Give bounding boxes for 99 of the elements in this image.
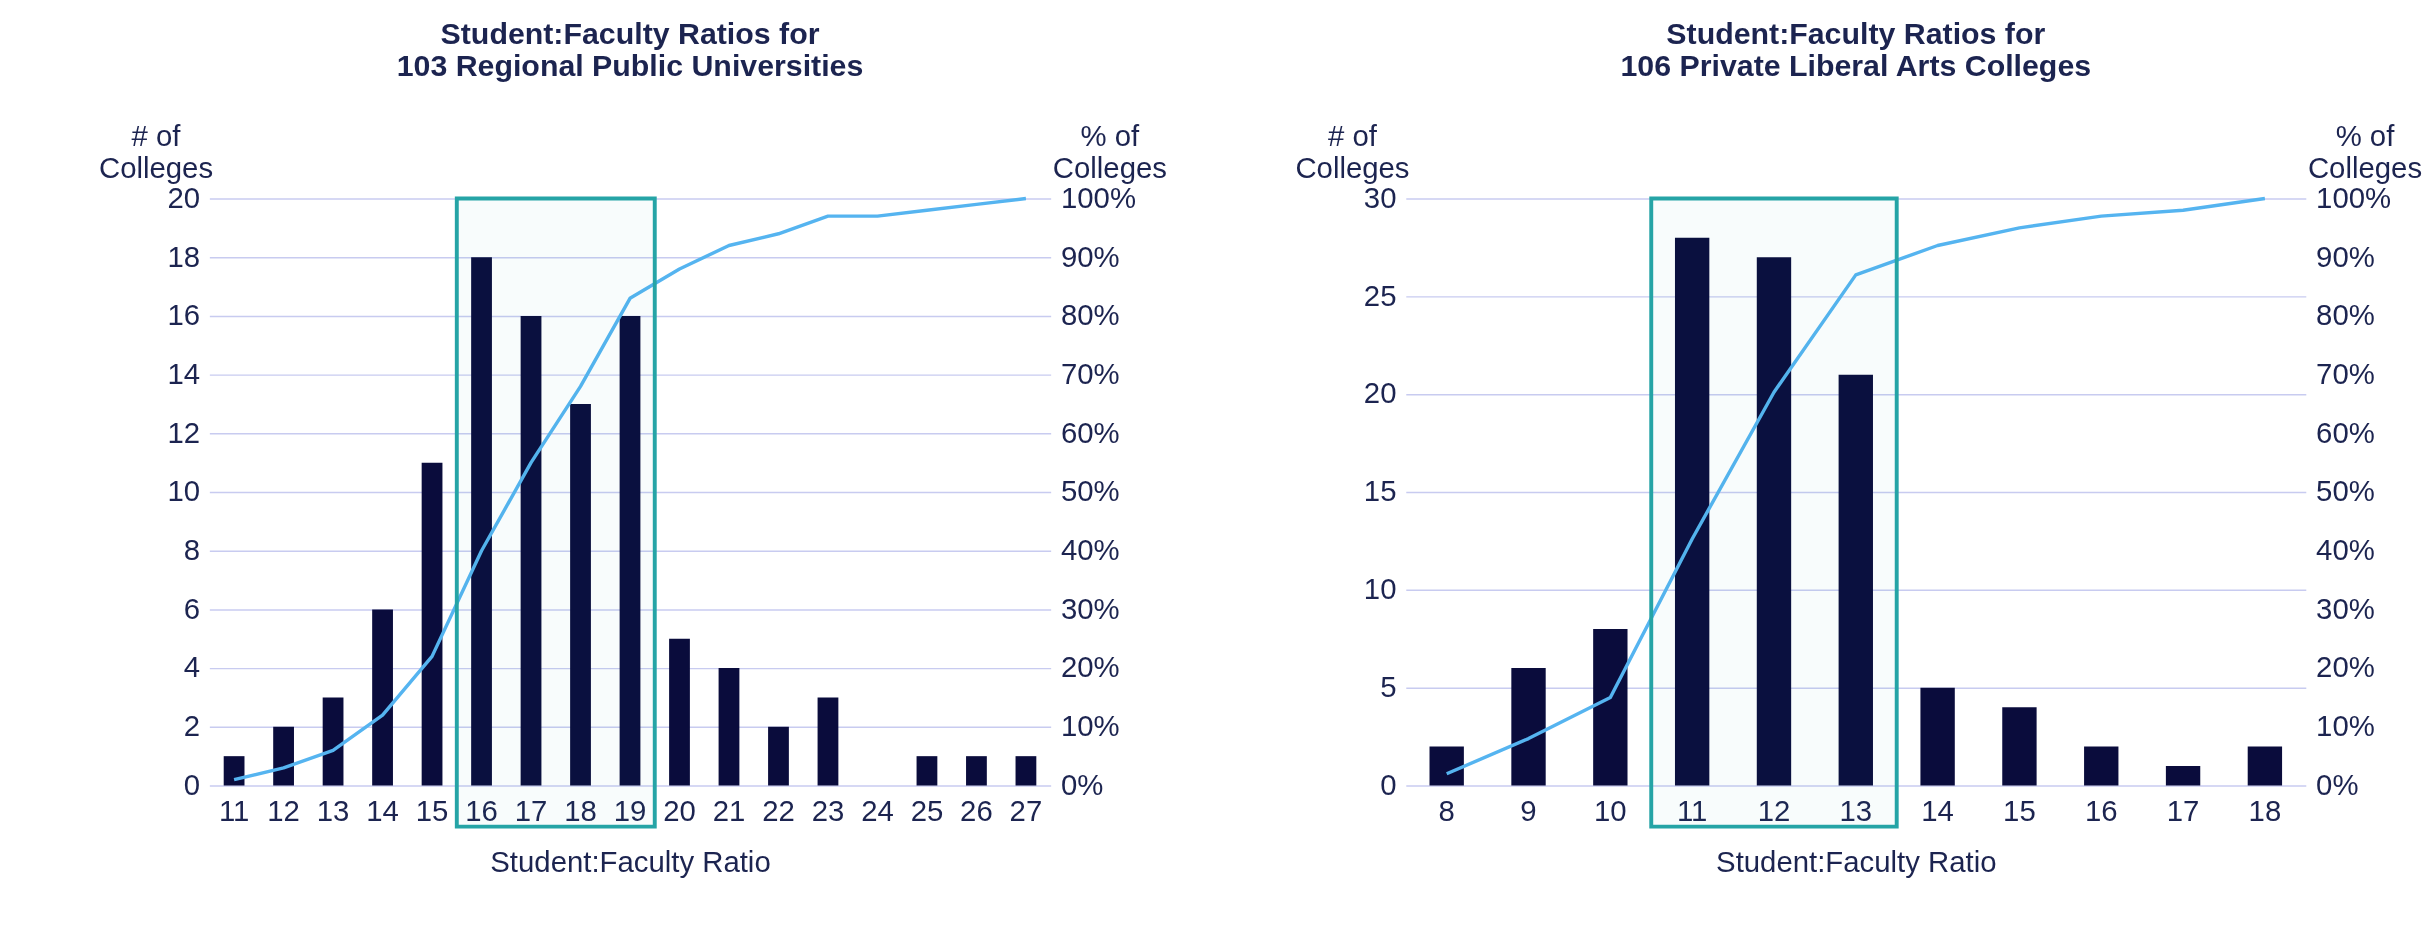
y2-tick-label: 20% bbox=[1060, 650, 1120, 684]
y2-tick-label: 20% bbox=[2316, 650, 2375, 684]
bar bbox=[1429, 746, 1464, 786]
y2-tick-label: 10% bbox=[2316, 709, 2375, 743]
bar bbox=[966, 756, 987, 786]
y-tick-label: 15 bbox=[1363, 474, 1397, 508]
bar bbox=[322, 697, 344, 786]
bar bbox=[619, 315, 641, 786]
y2-tick-label: 70% bbox=[1060, 356, 1120, 390]
y2-tick-label: 90% bbox=[1060, 239, 1120, 273]
x-tick-label: 8 bbox=[1438, 794, 1455, 828]
line-series bbox=[1444, 196, 2267, 776]
y2-tick-label: 40% bbox=[2316, 533, 2375, 567]
bar bbox=[669, 638, 690, 786]
y-tick-label: 6 bbox=[183, 591, 201, 625]
x-tick-label: 17 bbox=[2166, 794, 2200, 828]
x-tick-label: 21 bbox=[712, 794, 746, 828]
y2-tick-label: 90% bbox=[2316, 239, 2375, 273]
y-tick-label: 10 bbox=[1363, 572, 1397, 606]
x-axis-title: Student:Faculty Ratio bbox=[1716, 845, 1997, 879]
y2-tick-label: 70% bbox=[2316, 356, 2375, 390]
x-tick-label: 15 bbox=[2003, 794, 2036, 828]
y-tick-label: 18 bbox=[167, 239, 201, 273]
y2-tick-label: 80% bbox=[2316, 298, 2375, 332]
bar bbox=[372, 609, 393, 786]
x-tick-label: 12 bbox=[267, 794, 300, 828]
y-tick-label: 2 bbox=[183, 709, 201, 743]
x-tick-label: 13 bbox=[1839, 794, 1873, 828]
bar bbox=[2084, 746, 2119, 786]
chart-title: Student:Faculty Ratios for 106 Private Liberal Arts Colleges bbox=[1620, 16, 2092, 83]
y2-tick-label: 50% bbox=[1060, 474, 1120, 508]
y-tick-label: 0 bbox=[183, 767, 201, 801]
x-tick-label: 27 bbox=[1009, 794, 1043, 828]
bar bbox=[520, 315, 542, 786]
x-tick-label: 26 bbox=[960, 794, 993, 828]
x-tick-label: 24 bbox=[861, 794, 894, 828]
y-tick-label: 4 bbox=[183, 650, 201, 684]
x-tick-label: 11 bbox=[1676, 794, 1708, 828]
bar bbox=[817, 697, 839, 786]
chart-title: Student:Faculty Ratios for 103 Regional Public Universities bbox=[396, 16, 864, 83]
y-tick-label: 25 bbox=[1363, 278, 1397, 312]
y-tick-label: 8 bbox=[183, 533, 201, 567]
y2-tick-label: 30% bbox=[2316, 591, 2375, 625]
x-tick-label: 14 bbox=[1921, 794, 1954, 828]
y2-tick-label: 50% bbox=[2316, 474, 2375, 508]
bar bbox=[1674, 237, 1710, 786]
x-tick-label: 16 bbox=[465, 794, 498, 828]
line-series bbox=[232, 196, 1028, 782]
x-tick-label: 10 bbox=[1594, 794, 1627, 828]
y-tick-label: 16 bbox=[167, 298, 201, 332]
x-tick-label: 18 bbox=[2248, 794, 2282, 828]
y2-axis-title: % of Colleges bbox=[1052, 119, 1167, 184]
bar bbox=[223, 756, 245, 786]
y-tick-label: 5 bbox=[1380, 669, 1397, 703]
bar bbox=[1838, 374, 1873, 786]
bar bbox=[1015, 756, 1037, 786]
bar bbox=[1920, 687, 1955, 786]
x-tick-label: 18 bbox=[564, 794, 597, 828]
bar bbox=[1593, 628, 1628, 786]
y2-tick-label: 80% bbox=[1060, 298, 1120, 332]
x-axis-title: Student:Faculty Ratio bbox=[490, 845, 771, 879]
bar bbox=[2247, 746, 2283, 786]
y2-tick-label: 0% bbox=[2316, 767, 2359, 801]
x-tick-label: 9 bbox=[1520, 794, 1537, 828]
y-tick-label: 10 bbox=[167, 474, 201, 508]
y2-tick-label: 30% bbox=[1060, 591, 1120, 625]
bar bbox=[273, 726, 294, 786]
bar bbox=[2165, 765, 2201, 786]
x-tick-label: 14 bbox=[366, 794, 399, 828]
bar bbox=[1511, 668, 1546, 786]
x-tick-label: 17 bbox=[514, 794, 548, 828]
y2-tick-label: 60% bbox=[1060, 415, 1120, 449]
bar bbox=[718, 668, 740, 786]
y-tick-label: 0 bbox=[1380, 767, 1397, 801]
y2-tick-label: 10% bbox=[1060, 709, 1120, 743]
x-tick-label: 13 bbox=[316, 794, 350, 828]
bar bbox=[471, 257, 492, 786]
x-tick-label: 20 bbox=[663, 794, 696, 828]
bar bbox=[2002, 707, 2037, 786]
bar bbox=[768, 726, 789, 786]
x-tick-label: 11 bbox=[218, 794, 250, 828]
y2-tick-label: 60% bbox=[2316, 415, 2375, 449]
y-tick-label: 20 bbox=[1363, 376, 1397, 410]
y2-tick-label: 40% bbox=[1060, 533, 1120, 567]
y-tick-label: 14 bbox=[167, 356, 201, 390]
x-tick-label: 19 bbox=[613, 794, 647, 828]
x-tick-label: 25 bbox=[910, 794, 944, 828]
bar bbox=[1756, 257, 1792, 786]
x-tick-label: 22 bbox=[762, 794, 795, 828]
bar bbox=[916, 756, 938, 786]
bar bbox=[570, 403, 591, 786]
x-tick-label: 16 bbox=[2084, 794, 2118, 828]
y2-axis-title: % of Colleges bbox=[2307, 119, 2423, 184]
y-tick-label: 12 bbox=[167, 415, 201, 449]
bar bbox=[421, 462, 443, 786]
x-tick-label: 12 bbox=[1757, 794, 1791, 828]
x-tick-label: 23 bbox=[811, 794, 845, 828]
y2-tick-label: 0% bbox=[1060, 767, 1104, 801]
x-tick-label: 15 bbox=[415, 794, 449, 828]
